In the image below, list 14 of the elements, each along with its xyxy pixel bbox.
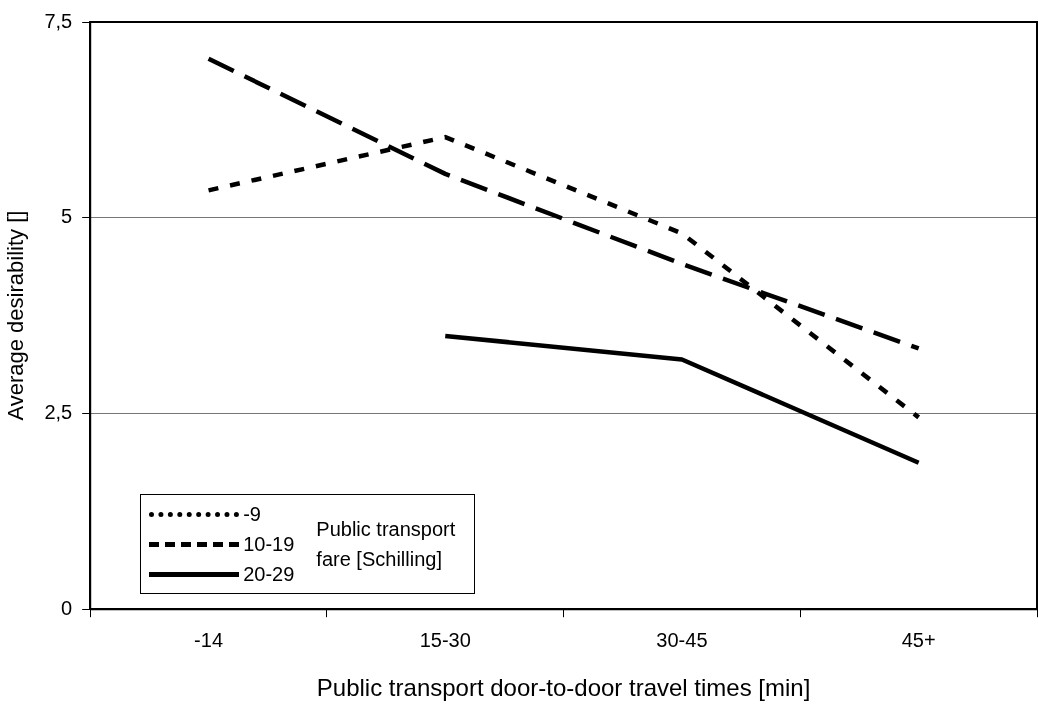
x-tick-label: 45+ (901, 628, 936, 651)
x-tick-label: -14 (194, 628, 224, 651)
x-tick-label: 15-30 (419, 628, 471, 651)
legend-label: 10-19 (243, 532, 295, 556)
legend-label: 20-29 (243, 562, 295, 586)
x-tick-label: 30-45 (656, 628, 708, 651)
y-tick-label: 5 (61, 205, 73, 228)
y-tick-label: 7,5 (44, 9, 73, 32)
x-axis-title: Public transport door-to-door travel times [min] (316, 674, 811, 702)
y-tick-label: 2,5 (44, 400, 73, 423)
legend-label: -9 (243, 502, 261, 526)
y-tick-label: 0 (61, 596, 73, 619)
legend-title: Public transport fare [Schilling] (316, 517, 457, 573)
y-axis-title: Average desirability [] (3, 210, 29, 421)
